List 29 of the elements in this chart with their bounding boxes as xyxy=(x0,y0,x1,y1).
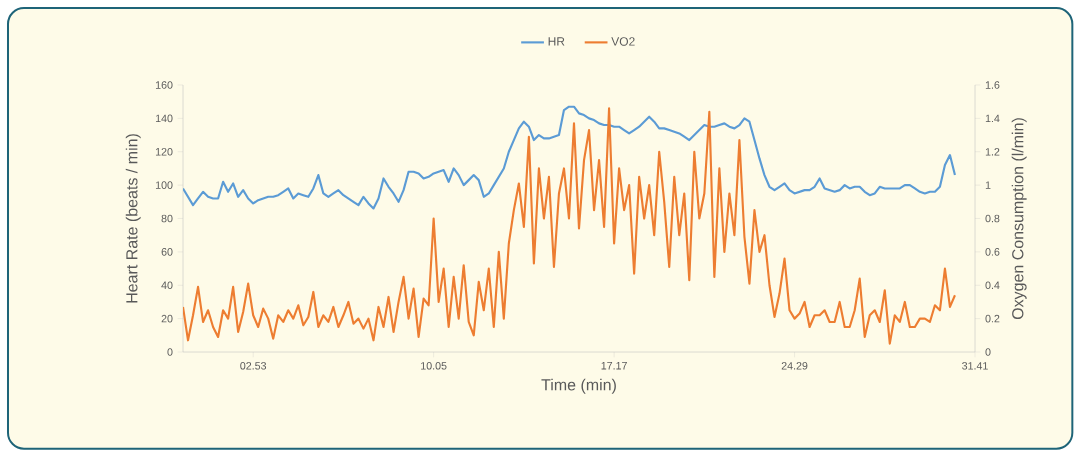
y2-axis-title: Oxygen Consumption (l/min) xyxy=(1011,118,1027,320)
y-tick-label: 100 xyxy=(155,181,173,189)
y2-tick-label: 0.8 xyxy=(985,214,1000,223)
x-tick-label: 24.29 xyxy=(781,362,808,370)
y-tick-label: 80 xyxy=(161,214,173,223)
y-tick-label: 20 xyxy=(161,314,173,323)
y2-tick-label: 0.4 xyxy=(985,281,1000,290)
y2-tick-label: 1.4 xyxy=(985,114,1000,123)
x-tick-label: 31.41 xyxy=(962,362,988,370)
legend-label: HR xyxy=(548,37,565,46)
y-tick-label: 140 xyxy=(155,114,173,123)
y-tick-label: 60 xyxy=(161,248,173,256)
legend-label: VO2 xyxy=(611,37,635,46)
y-axis-title: Heart Rate (beats / min) xyxy=(125,134,141,303)
y2-tick-label: 1.2 xyxy=(985,148,1000,156)
x-tick-label: 02.53 xyxy=(240,362,267,370)
x-tick-label: 17.17 xyxy=(601,362,627,370)
y-tick-label: 40 xyxy=(161,281,173,290)
y2-tick-label: 1 xyxy=(985,181,991,189)
y-tick-label: 160 xyxy=(155,81,173,89)
y2-tick-label: 0 xyxy=(985,348,991,356)
y-tick-label: 120 xyxy=(155,147,173,156)
y2-tick-label: 1.6 xyxy=(985,81,1000,89)
x-tick-label: 10.05 xyxy=(421,362,447,370)
y2-tick-label: 0.2 xyxy=(985,314,1000,323)
x-axis-title: Time (min) xyxy=(541,378,616,394)
line-series xyxy=(183,107,957,345)
y-tick-label: 0 xyxy=(167,348,173,356)
y2-tick-label: 0.6 xyxy=(985,248,1000,256)
